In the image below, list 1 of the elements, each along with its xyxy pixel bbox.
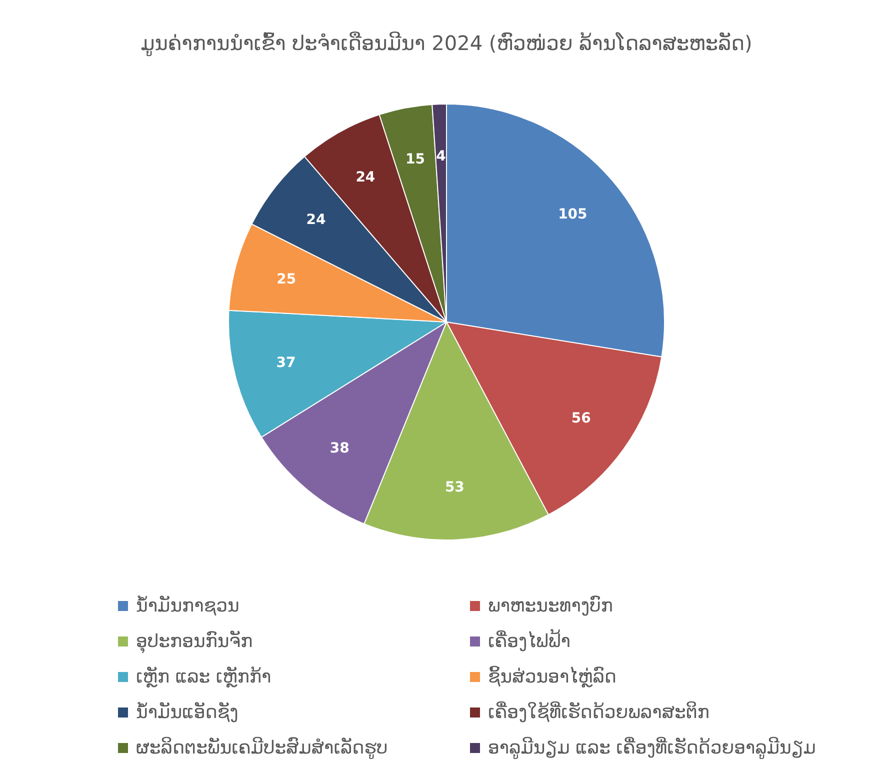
title: ມູນຄ່າການນຳເຂົ້າ ປະຈຳເດືອນມີນາ 2024 (ຫົວໜ່ວຍ ລ້ານໂດລາສະຫະລັດ) [140,31,752,55]
